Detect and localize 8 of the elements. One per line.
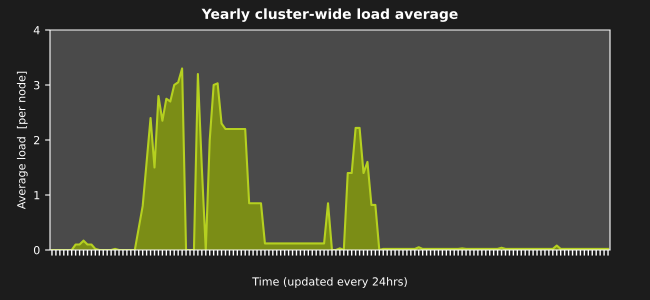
y-axis-title: Average load [per node] bbox=[16, 72, 28, 210]
y-tick-label: 4 bbox=[34, 26, 40, 34]
y-tick-label: 2 bbox=[34, 136, 40, 144]
x-axis-title: Time (updated every 24hrs) bbox=[252, 277, 407, 288]
y-tick-label: 0 bbox=[34, 246, 40, 254]
y-tick-label: 1 bbox=[34, 191, 40, 200]
chart-title: Yearly cluster-wide load average bbox=[202, 8, 458, 22]
y-tick-label: 3 bbox=[34, 80, 40, 90]
